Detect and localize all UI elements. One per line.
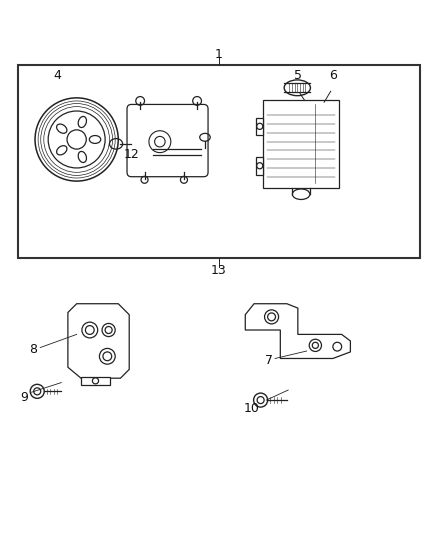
Bar bbox=[18, 65, 420, 258]
Text: 7: 7 bbox=[265, 354, 273, 367]
Bar bbox=[256, 157, 263, 174]
Text: 13: 13 bbox=[211, 264, 227, 277]
Polygon shape bbox=[68, 304, 129, 378]
Text: 9: 9 bbox=[20, 391, 28, 405]
Text: 8: 8 bbox=[29, 343, 37, 356]
Text: 10: 10 bbox=[244, 402, 260, 415]
FancyBboxPatch shape bbox=[127, 104, 208, 177]
Bar bbox=[256, 118, 263, 135]
Text: 1: 1 bbox=[215, 47, 223, 61]
Text: 4: 4 bbox=[53, 69, 61, 83]
Bar bbox=[263, 100, 339, 188]
Text: 6: 6 bbox=[329, 69, 337, 83]
Bar bbox=[81, 377, 110, 385]
Text: 12: 12 bbox=[124, 148, 139, 161]
Text: 5: 5 bbox=[294, 69, 302, 83]
Polygon shape bbox=[245, 304, 350, 359]
